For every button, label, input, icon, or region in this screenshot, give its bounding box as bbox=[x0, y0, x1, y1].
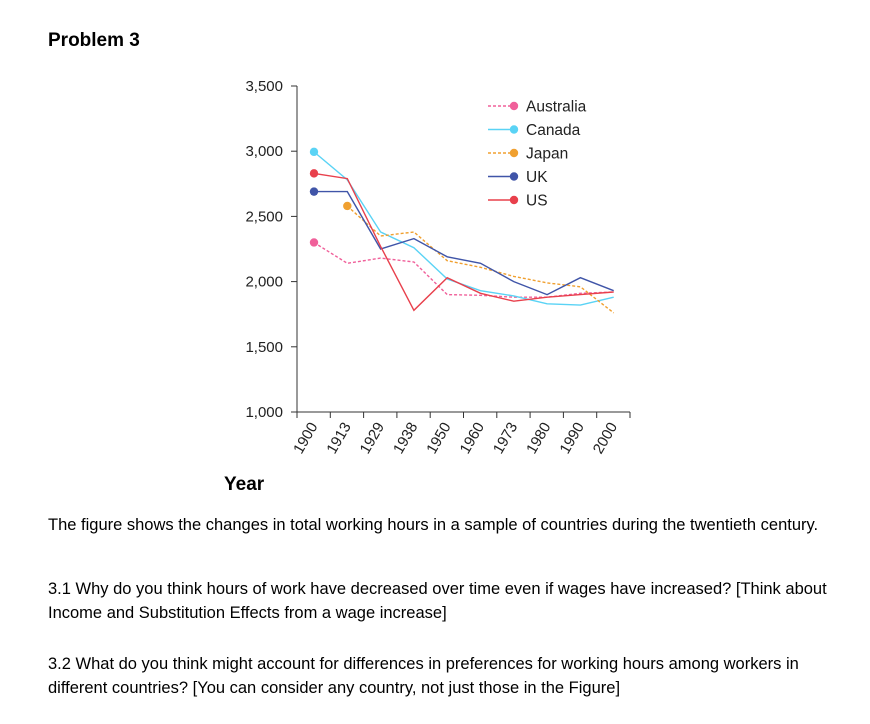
figure-description: The figure shows the changes in total wo… bbox=[48, 516, 819, 534]
x-tick-label: 1990 bbox=[556, 420, 587, 457]
legend-label-uk: UK bbox=[526, 169, 548, 186]
x-tick-label: 1929 bbox=[357, 420, 388, 457]
x-tick-label: 1900 bbox=[290, 420, 321, 457]
problem-title: Problem 3 bbox=[48, 30, 140, 51]
series-start-marker-japan bbox=[343, 201, 352, 211]
series-start-marker-us bbox=[309, 169, 319, 178]
series-line-japan bbox=[346, 205, 615, 314]
x-tick-label: 1913 bbox=[323, 420, 354, 457]
series-start-marker-uk bbox=[309, 187, 319, 196]
series-line-us bbox=[313, 172, 614, 312]
legend-marker-canada bbox=[509, 125, 519, 134]
y-tick-label: 1,000 bbox=[245, 404, 283, 421]
y-tick-label: 2,500 bbox=[245, 208, 283, 225]
x-axis-label: Year bbox=[224, 474, 265, 495]
legend-label-us: US bbox=[526, 193, 548, 210]
legend-label-australia: Australia bbox=[526, 99, 587, 116]
x-tick-label: 2000 bbox=[590, 420, 621, 457]
legend-marker-australia bbox=[509, 101, 519, 111]
y-tick-label: 2,000 bbox=[245, 274, 283, 291]
legend-marker-japan bbox=[509, 148, 519, 158]
series-start-marker-canada bbox=[309, 147, 319, 157]
x-tick-label: 1938 bbox=[390, 420, 421, 457]
question-3-2: 3.2 What do you think might account for … bbox=[48, 655, 799, 697]
chart-legend: Australia Canada Japan UK US bbox=[488, 99, 587, 210]
question-3-1: 3.1 Why do you think hours of work have … bbox=[48, 580, 827, 622]
x-tick-label: 1973 bbox=[490, 420, 521, 457]
legend-label-canada: Canada bbox=[526, 122, 581, 139]
legend-label-japan: Japan bbox=[526, 146, 568, 163]
series-line-uk bbox=[314, 190, 614, 296]
series-start-marker-australia bbox=[309, 238, 319, 247]
y-tick-label: 3,500 bbox=[245, 78, 283, 95]
series-line-australia bbox=[313, 241, 614, 298]
x-tick-label: 1980 bbox=[523, 420, 554, 457]
chart-series bbox=[309, 147, 615, 314]
y-tick-label: 1,500 bbox=[245, 339, 283, 356]
legend-marker-us bbox=[509, 195, 519, 205]
legend-marker-uk bbox=[509, 172, 519, 181]
x-tick-label: 1960 bbox=[457, 420, 488, 457]
series-line-canada bbox=[313, 151, 614, 306]
x-tick-label: 1950 bbox=[423, 420, 454, 457]
y-tick-label: 3,000 bbox=[245, 143, 283, 160]
